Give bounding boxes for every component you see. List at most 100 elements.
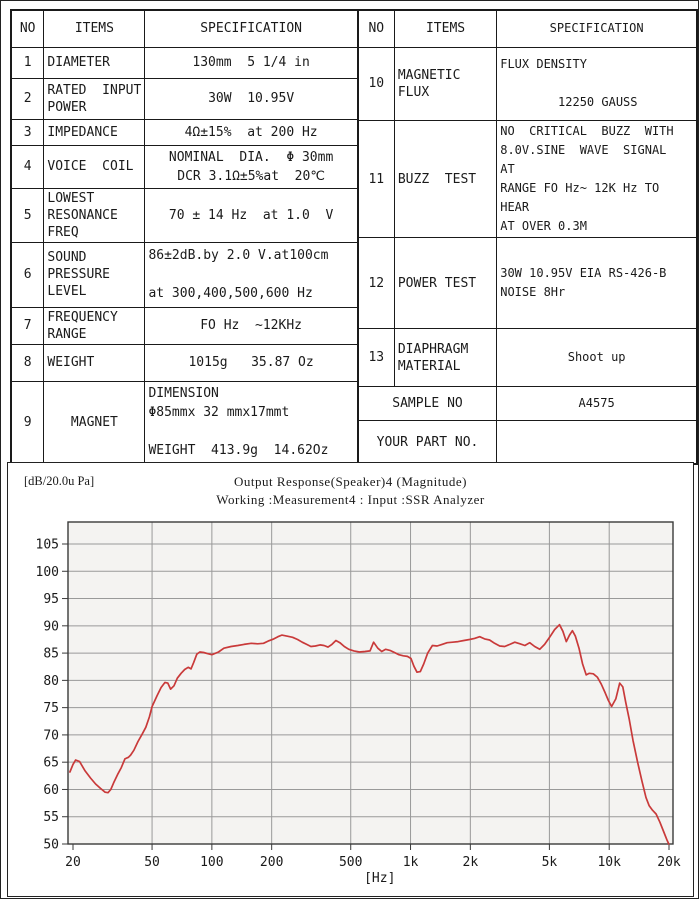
svg-text:100: 100	[200, 855, 223, 870]
col-header-items: ITEMS	[43, 9, 146, 48]
row-item: IMPEDANCE	[43, 118, 146, 146]
row-spec: 70 ± 14 Hz at 1.0 V	[144, 187, 359, 243]
response-curve	[69, 623, 670, 845]
svg-text:60: 60	[43, 783, 59, 798]
y-axis-tick-labels: 50 55 60 65 70 75 80 85 90 95 100 105	[36, 538, 68, 853]
chart-y-unit-label: [dB/20.0u Pa]	[24, 474, 95, 488]
spec-table-right: NO ITEMS SPECIFICATION 10 MAGNETIC FLUX …	[356, 9, 698, 465]
spec-row-5: 5 LOWEST RESONANCE FREQ 70 ± 14 Hz at 1.…	[10, 187, 359, 243]
row-item: FREQUENCY RANGE	[43, 306, 146, 345]
spec-row-10: 10 MAGNETIC FLUX FLUX DENSITY 12250 GAUS…	[357, 46, 698, 121]
spec-row-12: 12 POWER TEST 30W 10.95V EIA RS-426-B NO…	[357, 237, 698, 329]
row-item: RATED INPUT POWER	[43, 77, 146, 120]
your-part-no-row: YOUR PART NO.	[357, 420, 698, 465]
row-no: 6	[10, 241, 45, 308]
your-part-no-value	[496, 420, 698, 465]
svg-text:55: 55	[43, 810, 59, 825]
svg-text:50: 50	[43, 838, 59, 853]
sample-no-label: SAMPLE NO	[357, 386, 498, 422]
row-no: 8	[10, 343, 45, 382]
row-spec: Shoot up	[496, 327, 698, 388]
col-header-items: ITEMS	[393, 9, 498, 48]
svg-text:2k: 2k	[463, 855, 479, 870]
row-item: DIAPHRAGM MATERIAL	[393, 327, 498, 388]
frequency-response-chart: [dB/20.0u Pa] Output Response(Speaker)4 …	[7, 462, 694, 897]
row-no: 3	[10, 118, 45, 146]
svg-text:50: 50	[144, 855, 160, 870]
row-spec: 30W 10.95V EIA RS-426-B NOISE 8Hr	[496, 237, 698, 329]
row-no: 11	[357, 119, 395, 239]
spec-row-8: 8 WEIGHT 1015g 35.87 Oz	[10, 343, 359, 382]
chart-title: Output Response(Speaker)4 (Magnitude)	[234, 474, 467, 489]
svg-text:100: 100	[36, 565, 59, 580]
sample-no-value: A4575	[496, 386, 698, 422]
svg-text:20k: 20k	[657, 855, 681, 870]
your-part-no-label: YOUR PART NO.	[357, 420, 498, 465]
spec-row-7: 7 FREQUENCY RANGE FO Hz ~12KHz	[10, 306, 359, 345]
spec-row-11: 11 BUZZ TEST NO CRITICAL BUZZ WITH 8.0V.…	[357, 119, 698, 239]
row-item: VOICE COIL	[43, 144, 146, 189]
row-no: 10	[357, 46, 395, 121]
row-item: SOUND PRESSURE LEVEL	[43, 241, 146, 308]
row-item: BUZZ TEST	[393, 119, 498, 239]
svg-text:20: 20	[65, 855, 81, 870]
spec-row-1: 1 DIAMETER 130mm 5 1/4 in	[10, 46, 359, 79]
row-spec: DIMENSION Φ85mmx 32 mmx17mmt WEIGHT 413.…	[144, 380, 359, 465]
row-spec: 86±2dB.by 2.0 V.at100cm at 300,400,500,6…	[144, 241, 359, 308]
row-spec: NO CRITICAL BUZZ WITH 8.0V.SINE WAVE SIG…	[496, 119, 698, 239]
svg-text:65: 65	[43, 756, 59, 771]
x-axis-tick-labels: 20 50 100 200 500 1k 2k 5k 10k 20k	[65, 844, 681, 870]
row-no: 13	[357, 327, 395, 388]
plot-grid	[68, 522, 673, 844]
svg-text:5k: 5k	[542, 855, 558, 870]
row-item: MAGNET	[43, 380, 146, 465]
row-no: 1	[10, 46, 45, 79]
row-no: 2	[10, 77, 45, 120]
col-header-spec: SPECIFICATION	[144, 9, 359, 48]
row-spec: FO Hz ~12KHz	[144, 306, 359, 345]
svg-text:105: 105	[36, 538, 59, 553]
spec-tables: NO ITEMS SPECIFICATION 1 DIAMETER 130mm …	[10, 9, 698, 465]
col-header-no: NO	[357, 9, 395, 48]
row-spec: 1015g 35.87 Oz	[144, 343, 359, 382]
svg-text:70: 70	[43, 728, 59, 743]
row-no: 5	[10, 187, 45, 243]
row-no: 9	[10, 380, 45, 465]
svg-text:500: 500	[339, 855, 362, 870]
row-no: 7	[10, 306, 45, 345]
header-row: NO ITEMS SPECIFICATION	[10, 9, 359, 48]
spec-row-9: 9 MAGNET DIMENSION Φ85mmx 32 mmx17mmt WE…	[10, 380, 359, 465]
svg-text:1k: 1k	[403, 855, 419, 870]
row-no: 12	[357, 237, 395, 329]
spec-row-4: 4 VOICE COIL NOMINAL DIA. Φ 30mm DCR 3.1…	[10, 144, 359, 189]
svg-text:85: 85	[43, 647, 59, 662]
header-row: NO ITEMS SPECIFICATION	[357, 9, 698, 48]
row-item: WEIGHT	[43, 343, 146, 382]
spec-row-13: 13 DIAPHRAGM MATERIAL Shoot up	[357, 327, 698, 388]
sample-no-row: SAMPLE NO A4575	[357, 386, 698, 422]
plot-background	[68, 522, 673, 844]
row-item: LOWEST RESONANCE FREQ	[43, 187, 146, 243]
svg-text:90: 90	[43, 619, 59, 634]
svg-text:95: 95	[43, 592, 59, 607]
row-no: 4	[10, 144, 45, 189]
row-spec: 130mm 5 1/4 in	[144, 46, 359, 79]
row-spec: NOMINAL DIA. Φ 30mm DCR 3.1Ω±5%at 20℃	[144, 144, 359, 189]
spec-table-left: NO ITEMS SPECIFICATION 1 DIAMETER 130mm …	[10, 9, 359, 465]
row-item: POWER TEST	[393, 237, 498, 329]
svg-text:75: 75	[43, 701, 59, 716]
frequency-response-plot: 50 55 60 65 70 75 80 85 90 95 100 105 20 50 100 200 500 1…	[36, 521, 681, 886]
row-spec: 4Ω±15% at 200 Hz	[144, 118, 359, 146]
spec-row-2: 2 RATED INPUT POWER 30W 10.95V	[10, 77, 359, 120]
col-header-spec: SPECIFICATION	[496, 9, 698, 48]
svg-text:80: 80	[43, 674, 59, 689]
col-header-no: NO	[10, 9, 45, 48]
plot-axes	[67, 521, 674, 845]
x-axis-unit-label: [Hz]	[364, 871, 395, 886]
row-spec: FLUX DENSITY 12250 GAUSS	[496, 46, 698, 121]
spec-row-3: 3 IMPEDANCE 4Ω±15% at 200 Hz	[10, 118, 359, 146]
svg-text:10k: 10k	[597, 855, 621, 870]
row-item: MAGNETIC FLUX	[393, 46, 498, 121]
svg-text:200: 200	[260, 855, 283, 870]
row-item: DIAMETER	[43, 46, 146, 79]
